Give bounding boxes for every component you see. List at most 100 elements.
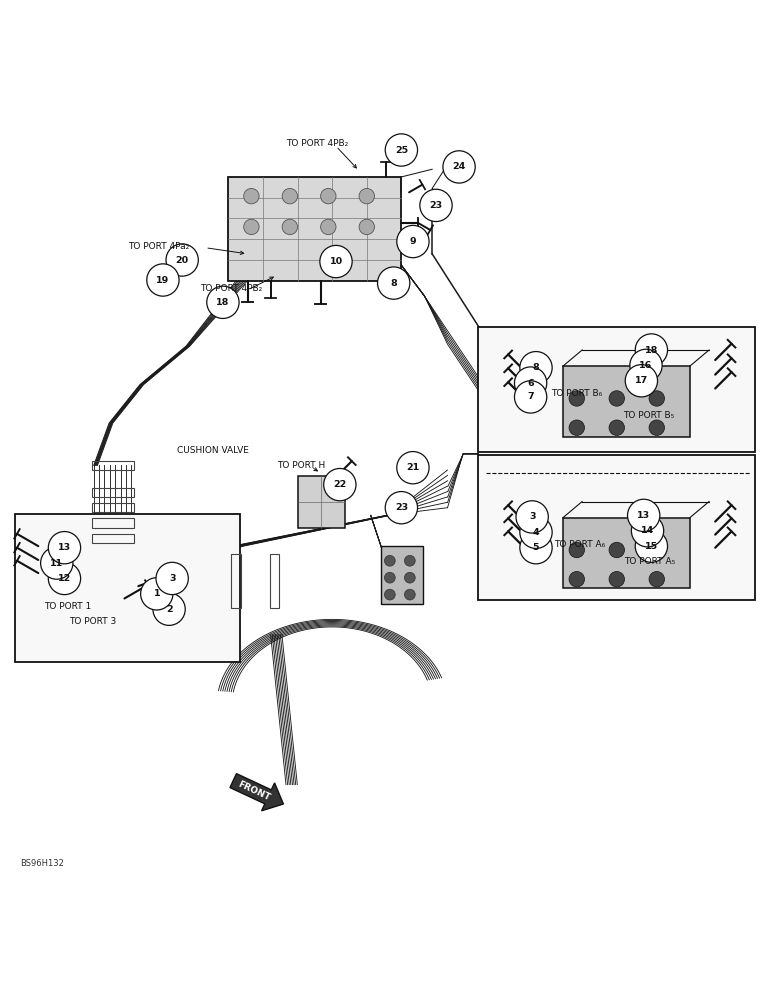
Bar (270, 554, 279, 608)
Text: 8: 8 (391, 279, 397, 288)
Bar (15, 514, 240, 662)
Circle shape (384, 589, 395, 600)
Circle shape (384, 572, 395, 583)
Text: 9: 9 (410, 237, 416, 246)
Circle shape (569, 572, 584, 587)
Circle shape (385, 492, 418, 524)
Bar (92, 534, 134, 543)
Text: 6: 6 (527, 379, 534, 388)
Bar (297, 476, 345, 528)
Text: 22: 22 (334, 480, 347, 489)
Text: 8: 8 (533, 363, 540, 372)
Circle shape (41, 547, 73, 579)
Polygon shape (230, 774, 283, 811)
Circle shape (569, 420, 584, 435)
Circle shape (282, 188, 297, 204)
Circle shape (207, 286, 239, 318)
Bar (515, 379, 529, 398)
Text: 2: 2 (166, 605, 172, 614)
Bar (92, 488, 134, 497)
Circle shape (609, 420, 625, 435)
Text: 23: 23 (394, 503, 408, 512)
Circle shape (443, 151, 476, 183)
Circle shape (320, 188, 336, 204)
Circle shape (631, 515, 664, 547)
Circle shape (405, 572, 415, 583)
Circle shape (520, 516, 552, 548)
Circle shape (609, 391, 625, 406)
Text: 3: 3 (169, 574, 175, 583)
Circle shape (147, 264, 179, 296)
Circle shape (156, 562, 188, 595)
Text: 21: 21 (406, 463, 419, 472)
Text: 16: 16 (639, 361, 652, 370)
Circle shape (405, 555, 415, 566)
Text: 1: 1 (154, 589, 160, 598)
Circle shape (649, 391, 665, 406)
Text: 11: 11 (50, 559, 63, 568)
Circle shape (320, 245, 352, 278)
Text: TO PORT 4Pa₂: TO PORT 4Pa₂ (128, 242, 190, 251)
Circle shape (516, 501, 548, 533)
Circle shape (514, 367, 547, 399)
Circle shape (520, 352, 552, 384)
Text: 13: 13 (58, 543, 71, 552)
Circle shape (520, 532, 552, 564)
Bar (92, 503, 134, 512)
Circle shape (569, 391, 584, 406)
Text: TO PORT B₅: TO PORT B₅ (623, 411, 674, 420)
Text: 18: 18 (216, 298, 229, 307)
Text: 19: 19 (156, 276, 170, 285)
Text: FRONT: FRONT (236, 779, 271, 802)
Text: TO PORT 3: TO PORT 3 (69, 617, 117, 626)
Text: TO PORT B₆: TO PORT B₆ (551, 389, 603, 398)
Circle shape (649, 542, 665, 558)
Bar (92, 461, 134, 470)
Circle shape (630, 349, 662, 382)
Circle shape (649, 572, 665, 587)
Text: TO PORT 1: TO PORT 1 (44, 602, 91, 611)
Circle shape (628, 499, 660, 532)
Text: 25: 25 (394, 146, 408, 155)
Text: BS96H132: BS96H132 (21, 859, 65, 868)
Text: 5: 5 (533, 543, 540, 552)
Bar (232, 554, 241, 608)
Circle shape (420, 189, 452, 222)
Circle shape (514, 381, 547, 413)
Text: 15: 15 (645, 542, 658, 551)
Bar (563, 518, 690, 588)
Text: 13: 13 (637, 511, 650, 520)
Bar (381, 546, 423, 604)
Circle shape (49, 562, 80, 595)
Circle shape (320, 219, 336, 235)
Circle shape (49, 532, 80, 564)
Circle shape (359, 188, 374, 204)
Bar (229, 177, 401, 281)
Circle shape (385, 134, 418, 166)
Circle shape (635, 530, 668, 562)
Text: 12: 12 (58, 574, 71, 583)
Text: 3: 3 (529, 512, 536, 521)
Text: 7: 7 (527, 392, 534, 401)
Circle shape (569, 542, 584, 558)
Bar (563, 366, 690, 437)
Text: TO PORT A₅: TO PORT A₅ (625, 557, 676, 566)
Circle shape (625, 365, 658, 397)
Circle shape (359, 219, 374, 235)
Circle shape (397, 225, 429, 258)
Text: 24: 24 (452, 162, 466, 171)
Text: 18: 18 (645, 346, 658, 355)
Text: 17: 17 (635, 376, 648, 385)
Bar (479, 327, 755, 452)
Circle shape (166, 244, 198, 276)
Circle shape (244, 219, 259, 235)
Text: TO PORT 4PB₂: TO PORT 4PB₂ (200, 284, 262, 293)
Bar (92, 518, 134, 528)
Circle shape (609, 572, 625, 587)
Circle shape (405, 589, 415, 600)
Circle shape (141, 578, 173, 610)
Text: CUSHION VALVE: CUSHION VALVE (177, 446, 249, 455)
Circle shape (397, 452, 429, 484)
Circle shape (282, 219, 297, 235)
Circle shape (323, 468, 356, 501)
